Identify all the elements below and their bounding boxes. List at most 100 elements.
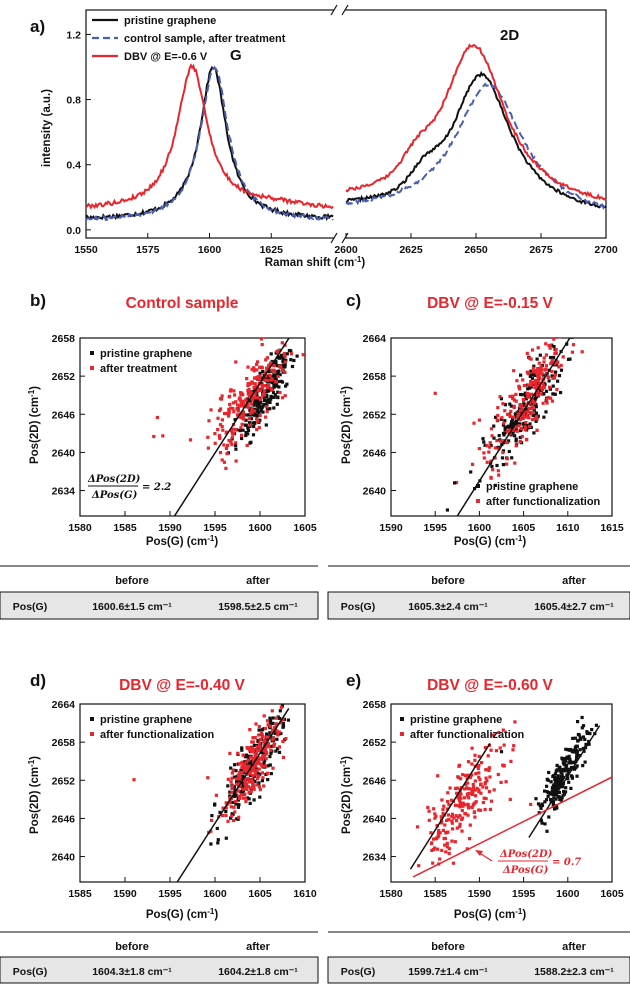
a-xtick-label: 2625 [399,244,423,256]
point-before [524,394,528,398]
point-after [230,435,234,439]
point-after [555,387,559,392]
panel-c-title: DBV @ E=-0.15 V [427,295,553,312]
point-before [553,775,557,779]
ytick-label: 2640 [52,852,76,864]
point-before [552,345,556,349]
point-after [479,782,483,786]
point-before [554,370,558,374]
point-before [572,748,576,752]
point-after [247,746,251,750]
point-after [549,396,553,400]
point-after [234,360,238,364]
point-before [268,407,272,411]
point-after [531,411,535,415]
point-after [224,431,228,435]
point-after [512,744,516,748]
point-after [438,857,442,861]
point-before [275,402,279,406]
point-before [577,733,581,737]
point-after [227,411,231,416]
axis-break-mark [341,4,349,16]
point-before [501,449,506,453]
panel-b-xlabel: Pos(G) (cm-1) [146,534,218,549]
point-after [539,386,543,390]
point-before [553,780,557,784]
point-after [497,473,501,477]
slope-e-num: ΔPos(2D) [499,849,553,860]
point-after [535,415,539,419]
point-after [512,404,516,408]
point-after [443,823,447,827]
point-after [458,790,462,794]
point-before [532,431,536,435]
point-before [276,380,280,384]
legend-a-0: pristine graphene [124,15,216,27]
point-after [232,805,236,809]
point-before [562,789,566,794]
point-after [517,424,521,428]
point-after [272,725,276,729]
point-after [264,757,268,761]
point-before [269,352,273,356]
point-before [232,785,237,789]
point-after [230,443,234,447]
point-after [468,787,472,791]
point-before [575,764,579,768]
ytick-label: 2640 [52,447,76,459]
point-after [528,424,532,429]
point-after [188,438,193,442]
point-before [238,429,242,433]
point-after [459,777,463,781]
point-after [235,413,240,417]
point-after [487,768,491,773]
point-after [529,406,533,411]
a-xtick-label: 1575 [136,244,160,256]
a-xtick-label: 1600 [198,244,222,256]
point-before [245,413,249,417]
point-after [261,338,265,339]
point-after [580,350,584,354]
legend-d-0: pristine graphene [100,714,192,726]
point-after [242,417,246,421]
point-before [574,766,578,770]
point-before [534,411,538,415]
point-after [491,733,495,737]
point-before [269,397,273,401]
point-after [460,817,464,821]
point-before [284,358,288,362]
point-after [461,804,465,808]
point-after [259,747,263,751]
point-after [271,728,275,732]
point-before [268,694,271,697]
point-before [277,369,281,373]
point-after [256,396,260,400]
point-after [473,753,477,757]
point-after [526,395,530,399]
point-after [242,413,246,417]
point-before [276,747,280,751]
point-outlier [529,802,533,806]
panel-a-legend: pristine graphene control sample, after … [92,15,286,63]
point-before [246,432,250,436]
point-before [514,419,518,423]
point-after [571,343,576,347]
point-before [562,333,565,336]
point-after [283,370,287,374]
point-before [232,793,236,797]
point-after [484,768,488,772]
point-after [526,410,530,414]
point-after [477,788,481,792]
point-after [498,395,502,399]
point-after [257,741,262,745]
point-after [516,414,520,419]
point-before [540,821,544,825]
point-before [490,464,494,469]
point-after [249,755,253,759]
point-after [515,379,519,383]
point-after [246,365,250,369]
point-before [511,417,515,422]
point-after [233,810,237,814]
point-before [529,385,534,389]
panel-e-plot: 1580 1585 1590 1595 1600 1605 2634 2640 2646 2652… [363,699,624,900]
